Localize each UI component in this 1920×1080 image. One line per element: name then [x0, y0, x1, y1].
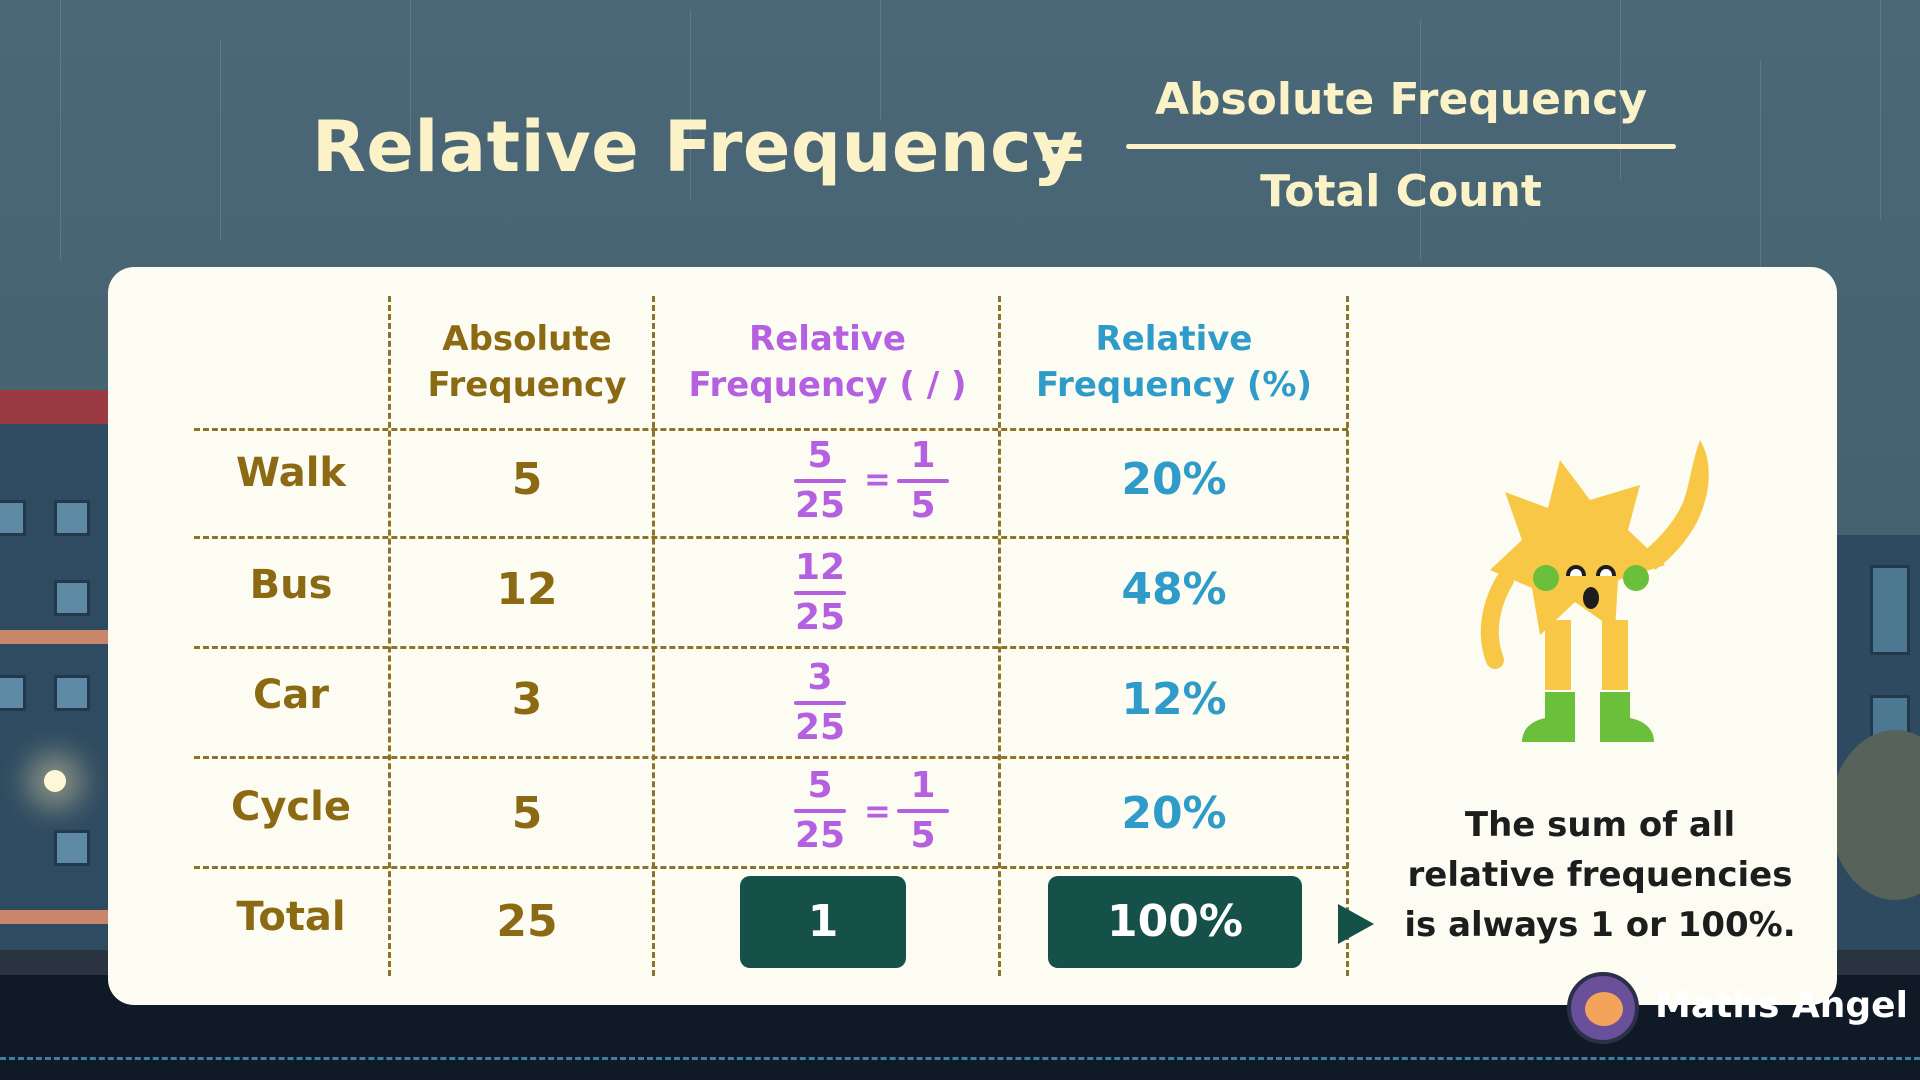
formula-equals: = [1036, 112, 1088, 185]
row-label-total: Total [236, 894, 346, 940]
maths-angel-logo-icon [1567, 972, 1639, 1044]
grid-vline [998, 296, 1001, 976]
absolute-value: 5 [511, 788, 543, 839]
formula-numerator: Absolute Frequency [1154, 74, 1648, 125]
total-relative-percent-box: 100% [1048, 876, 1302, 968]
absolute-value: 5 [511, 454, 543, 505]
header-absolute-frequency: Absolute Frequency [427, 319, 627, 405]
street-lamp [44, 770, 66, 792]
grid-hline [194, 646, 1348, 649]
absolute-value: 12 [496, 564, 558, 615]
fraction: 5 25 [794, 765, 846, 856]
building-left [0, 390, 108, 950]
percent-value: 12% [1121, 674, 1227, 725]
total-absolute-value: 25 [496, 896, 558, 947]
header-relative-frequency-percent: Relative Frequency (%) [1036, 319, 1312, 405]
row-label-bus: Bus [249, 562, 333, 608]
fraction: 12 25 [794, 547, 846, 638]
fraction-equals: = [864, 792, 891, 830]
grid-vline [1346, 296, 1349, 976]
formula-denominator: Total Count [1260, 166, 1542, 217]
brand-name: Maths Angel [1655, 985, 1908, 1026]
row-label-walk: Walk [236, 450, 346, 496]
row-label-car: Car [252, 672, 330, 718]
grid-hline [194, 756, 1348, 759]
percent-value: 20% [1121, 454, 1227, 505]
percent-value: 48% [1121, 564, 1227, 615]
grid-vline [652, 296, 655, 976]
row-label-cycle: Cycle [231, 784, 351, 830]
fraction-equals: = [864, 460, 891, 498]
percent-value: 20% [1121, 788, 1227, 839]
grid-hline [194, 866, 1348, 869]
absolute-value: 3 [511, 674, 543, 725]
formula-lhs: Relative Frequency [312, 106, 1079, 188]
grid-vline [388, 296, 391, 976]
sum-note: The sum of all relative frequencies is a… [1404, 805, 1796, 945]
fraction: 5 25 [794, 435, 846, 526]
grid-hline [194, 428, 1348, 431]
grid-hline [194, 536, 1348, 539]
formula-fraction-bar [1126, 144, 1676, 149]
header-relative-frequency-fraction: Relative Frequency ( / ) [688, 319, 967, 405]
total-relative-fraction-box: 1 [740, 876, 906, 968]
road-marking [0, 1057, 1920, 1060]
star-character-icon [1480, 440, 1709, 742]
fraction: 3 25 [794, 657, 846, 748]
arrow-right-icon [1338, 904, 1374, 944]
